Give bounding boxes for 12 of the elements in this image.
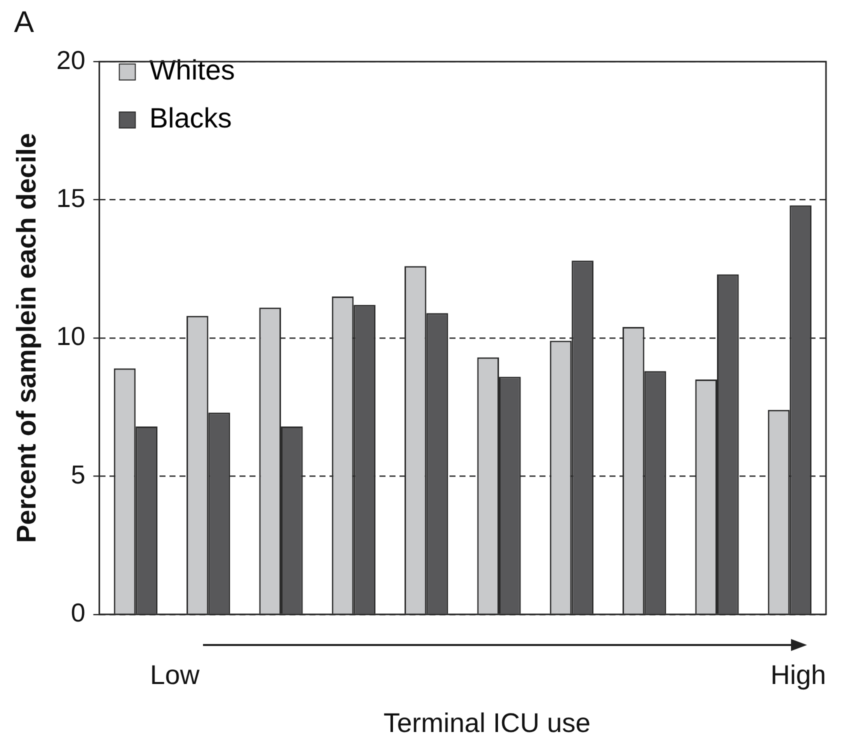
chart-title: A xyxy=(14,6,36,39)
y-tick-label: 10 xyxy=(56,321,86,352)
y-tick-label: 20 xyxy=(56,44,86,75)
y-tick-label: 15 xyxy=(56,182,86,213)
legend-label: Whites xyxy=(149,54,235,86)
y-axis-title: Percent of samplein each decile xyxy=(12,133,42,543)
text: Low xyxy=(150,660,200,691)
y-tick-label: 5 xyxy=(70,459,86,490)
legend-label: Blacks xyxy=(149,102,232,134)
x-axis-title: Terminal ICU use xyxy=(382,708,592,738)
y-tick-label: 0 xyxy=(70,598,86,628)
text: High xyxy=(770,660,826,691)
